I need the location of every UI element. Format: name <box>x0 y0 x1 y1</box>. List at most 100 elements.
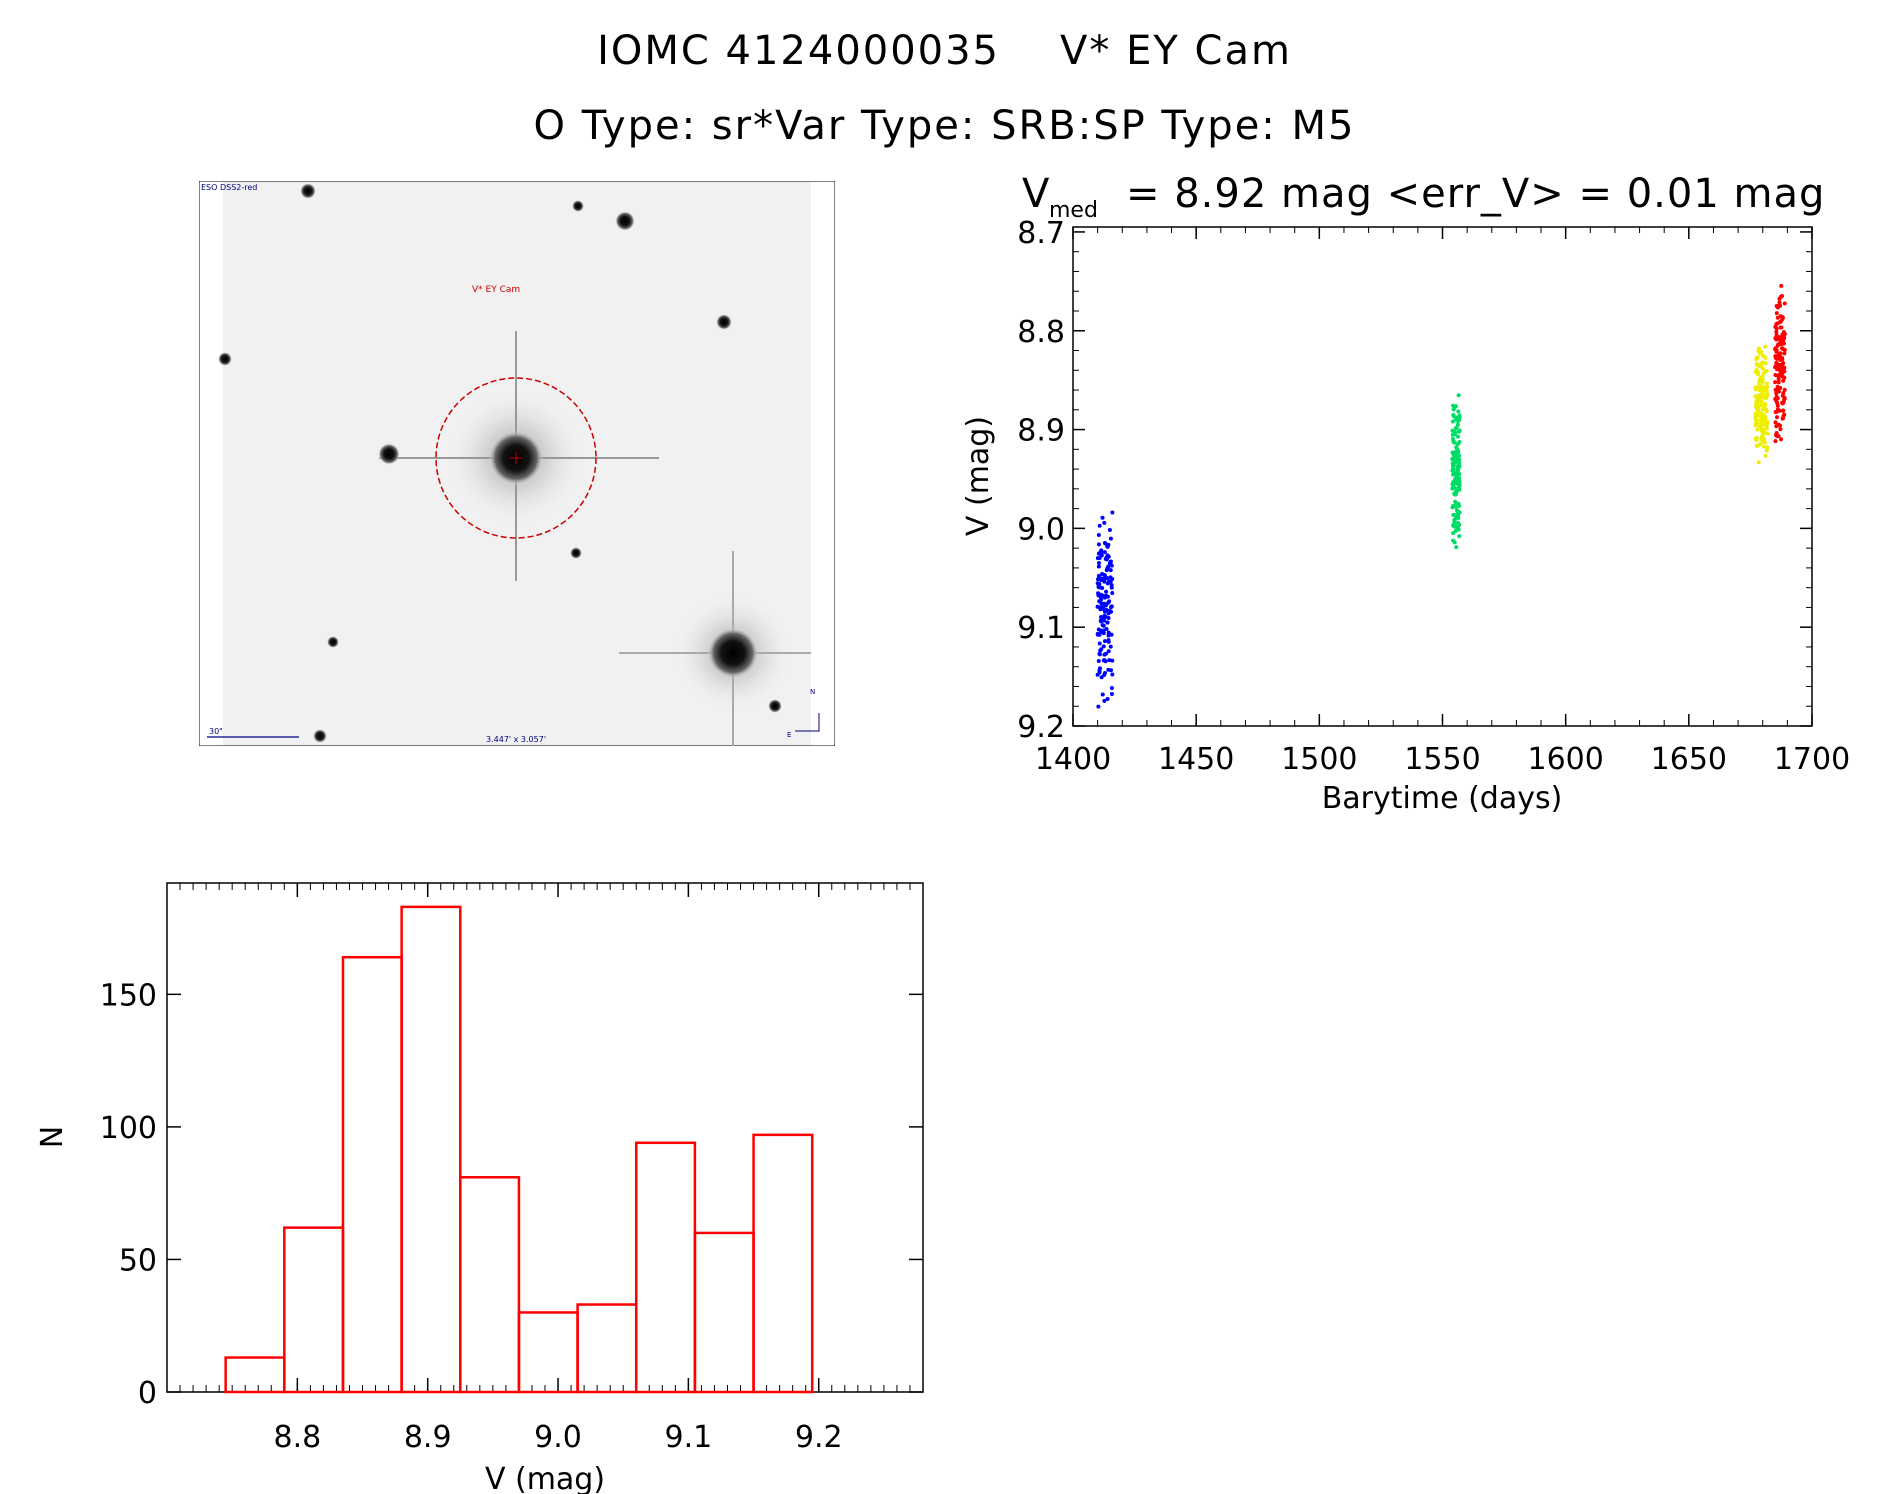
object-name: V* EY Cam <box>1060 28 1292 74</box>
lc-point <box>1104 607 1109 612</box>
hist-bar <box>693 1231 755 1394</box>
lc-point <box>1754 443 1759 448</box>
hist-ytick-label: 0 <box>138 1376 157 1411</box>
scale-label: 30" <box>209 727 223 736</box>
lc-point <box>1761 439 1766 444</box>
lc-point <box>1780 408 1785 413</box>
lc-point <box>1457 483 1462 488</box>
lc-point <box>1781 399 1786 404</box>
object-id: IOMC 4124000035 <box>597 28 1001 74</box>
lc-point <box>1455 472 1460 477</box>
light-curve-chart: V med = 8.92 mag <err_V> = 0.01 mag 1400… <box>961 171 1850 816</box>
lc-point <box>1782 351 1787 356</box>
lc-point <box>1097 666 1102 671</box>
lc-point <box>1106 554 1111 559</box>
lc-point <box>1451 531 1456 536</box>
lc-point <box>1756 349 1761 354</box>
hist-ytick-label: 50 <box>119 1243 157 1278</box>
lc-point <box>1773 439 1778 444</box>
lc-point <box>1782 387 1787 392</box>
lc-ytick-label: 8.8 <box>1017 315 1065 350</box>
lc-point <box>1760 407 1765 412</box>
lc-point <box>1754 412 1759 417</box>
lc-point <box>1774 360 1779 365</box>
lc-point <box>1102 698 1107 703</box>
lc-point <box>1781 361 1786 366</box>
lc-point <box>1765 392 1770 397</box>
lc-point <box>1774 430 1779 435</box>
lc-point <box>1451 412 1456 417</box>
lc-point <box>1456 393 1461 398</box>
lc-point <box>1096 573 1101 578</box>
hist-xtick-label: 8.8 <box>273 1420 321 1455</box>
lc-point <box>1755 427 1760 432</box>
lc-point <box>1755 356 1760 361</box>
lc-point <box>1096 658 1101 663</box>
lc-point <box>1101 644 1106 649</box>
lc-point <box>1753 394 1758 399</box>
lc-point <box>1450 436 1455 441</box>
survey-label: ESO DSS2-red <box>201 183 257 192</box>
lc-point <box>1778 303 1783 308</box>
lc-point <box>1457 440 1462 445</box>
lc-title-sub: med <box>1049 198 1098 223</box>
lc-point <box>1109 632 1114 637</box>
lc-point <box>1106 630 1111 635</box>
lc-point <box>1775 343 1780 348</box>
lc-point <box>1761 353 1766 358</box>
lc-point <box>1774 322 1779 327</box>
lc-point <box>1108 561 1113 566</box>
lc-point <box>1777 364 1782 369</box>
lc-point <box>1106 616 1111 621</box>
lc-point <box>1096 533 1101 538</box>
lc-point <box>1452 440 1457 445</box>
lc-point <box>1108 644 1113 649</box>
lc-point <box>1775 315 1780 320</box>
lc-point <box>1110 672 1115 677</box>
lc-ytick-label: 8.9 <box>1017 414 1065 449</box>
lc-point <box>1107 527 1112 532</box>
lc-point <box>1778 325 1783 330</box>
lc-point <box>1774 311 1779 316</box>
lc-point <box>1757 383 1762 388</box>
lc-point <box>1098 628 1103 633</box>
lc-point <box>1759 434 1764 439</box>
lc-point <box>1452 455 1457 460</box>
lc-point <box>1774 337 1779 342</box>
lc-point <box>1762 360 1767 365</box>
lc-point <box>1102 673 1107 678</box>
lc-point <box>1756 396 1761 401</box>
lc-point <box>1773 409 1778 414</box>
lc-point <box>1782 412 1787 417</box>
lc-point <box>1102 639 1107 644</box>
lc-point <box>1457 522 1462 527</box>
lc-point <box>1764 421 1769 426</box>
lc-point <box>1761 392 1766 397</box>
sky-image: ESO DSS2-red V* EY Cam 30" 3.447' x 3.05… <box>199 181 835 746</box>
lc-point <box>1774 329 1779 334</box>
lc-point <box>1763 402 1768 407</box>
hist-bar <box>283 1226 345 1394</box>
histogram-chart: 8.8 8.9 9.0 9.1 9.2 0 50 100 150 V (mag) N <box>35 882 924 1494</box>
hist-xtick-label: 9.2 <box>795 1420 843 1455</box>
lc-point <box>1456 509 1461 514</box>
lc-point <box>1453 477 1458 482</box>
lc-point <box>1754 387 1759 392</box>
lc-point <box>1774 326 1779 331</box>
lc-point <box>1097 585 1102 590</box>
lc-point <box>1102 520 1107 525</box>
lc-point <box>1456 409 1461 414</box>
lc-point <box>1774 424 1779 429</box>
lc-point <box>1095 672 1100 677</box>
lc-point <box>1760 377 1765 382</box>
lc-point <box>1765 431 1770 436</box>
lc-point <box>1775 400 1780 405</box>
lc-point <box>1099 615 1104 620</box>
lc-point <box>1776 407 1781 412</box>
lc-point <box>1759 416 1764 421</box>
lc-point <box>1110 658 1115 663</box>
hist-bar <box>341 955 403 1394</box>
lc-point <box>1100 692 1105 697</box>
lc-point <box>1759 429 1764 434</box>
